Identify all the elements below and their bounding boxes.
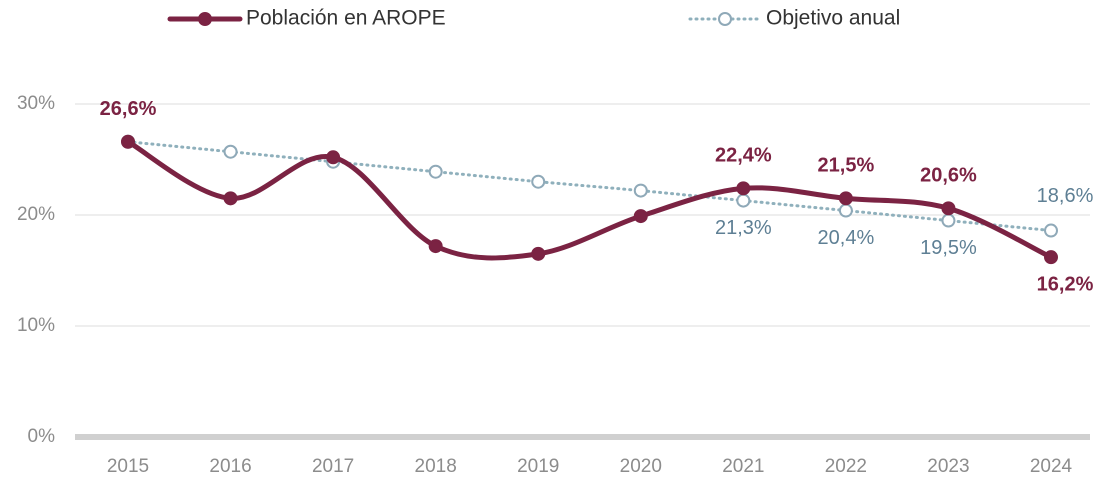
data-label: 22,4%	[715, 145, 772, 167]
x-tick-label: 2020	[620, 456, 662, 477]
point	[838, 191, 853, 206]
data-label: 26,6%	[100, 98, 157, 120]
target-point	[531, 174, 546, 189]
point	[326, 150, 341, 165]
target-point	[736, 193, 751, 208]
target-point	[428, 164, 443, 179]
x-tick-label: 2023	[927, 456, 969, 477]
x-tick-label: 2019	[517, 456, 559, 477]
data-label: 19,5%	[920, 237, 977, 259]
point	[941, 201, 956, 216]
point	[121, 134, 135, 149]
point	[736, 181, 751, 196]
x-tick-label: 2017	[312, 456, 354, 477]
y-tick-label: 30%	[17, 93, 55, 114]
legend-marker	[198, 12, 212, 26]
legend-label: Población en AROPE	[246, 7, 446, 30]
x-tick-label: 2015	[107, 456, 149, 477]
series-line	[125, 139, 1054, 261]
x-tick-label: 2016	[209, 456, 251, 477]
y-tick-label: 20%	[17, 204, 55, 225]
x-tick-label: 2018	[415, 456, 457, 477]
data-label: 20,4%	[818, 227, 875, 249]
data-label: 21,5%	[818, 155, 875, 177]
x-tick-label: 2021	[722, 456, 764, 477]
target-point	[838, 203, 853, 218]
data-label: 18,6%	[1037, 185, 1094, 207]
point	[428, 239, 443, 254]
target-point	[941, 213, 956, 228]
point	[223, 191, 238, 206]
legend-marker	[718, 12, 732, 26]
legend-label: Objetivo anual	[766, 7, 900, 30]
x-tick-label: 2022	[825, 456, 867, 477]
point	[531, 246, 546, 261]
x-tick-label: 2024	[1030, 456, 1073, 477]
target-point	[1044, 223, 1058, 238]
target-point	[223, 144, 238, 159]
target-point	[633, 183, 648, 198]
y-tick-label: 10%	[17, 315, 55, 336]
point	[633, 209, 648, 224]
target-line	[126, 140, 1053, 233]
data-label: 16,2%	[1037, 273, 1094, 295]
data-label: 21,3%	[715, 217, 772, 239]
y-tick-label: 0%	[28, 426, 56, 447]
point	[1044, 250, 1058, 265]
data-label: 20,6%	[920, 165, 977, 187]
